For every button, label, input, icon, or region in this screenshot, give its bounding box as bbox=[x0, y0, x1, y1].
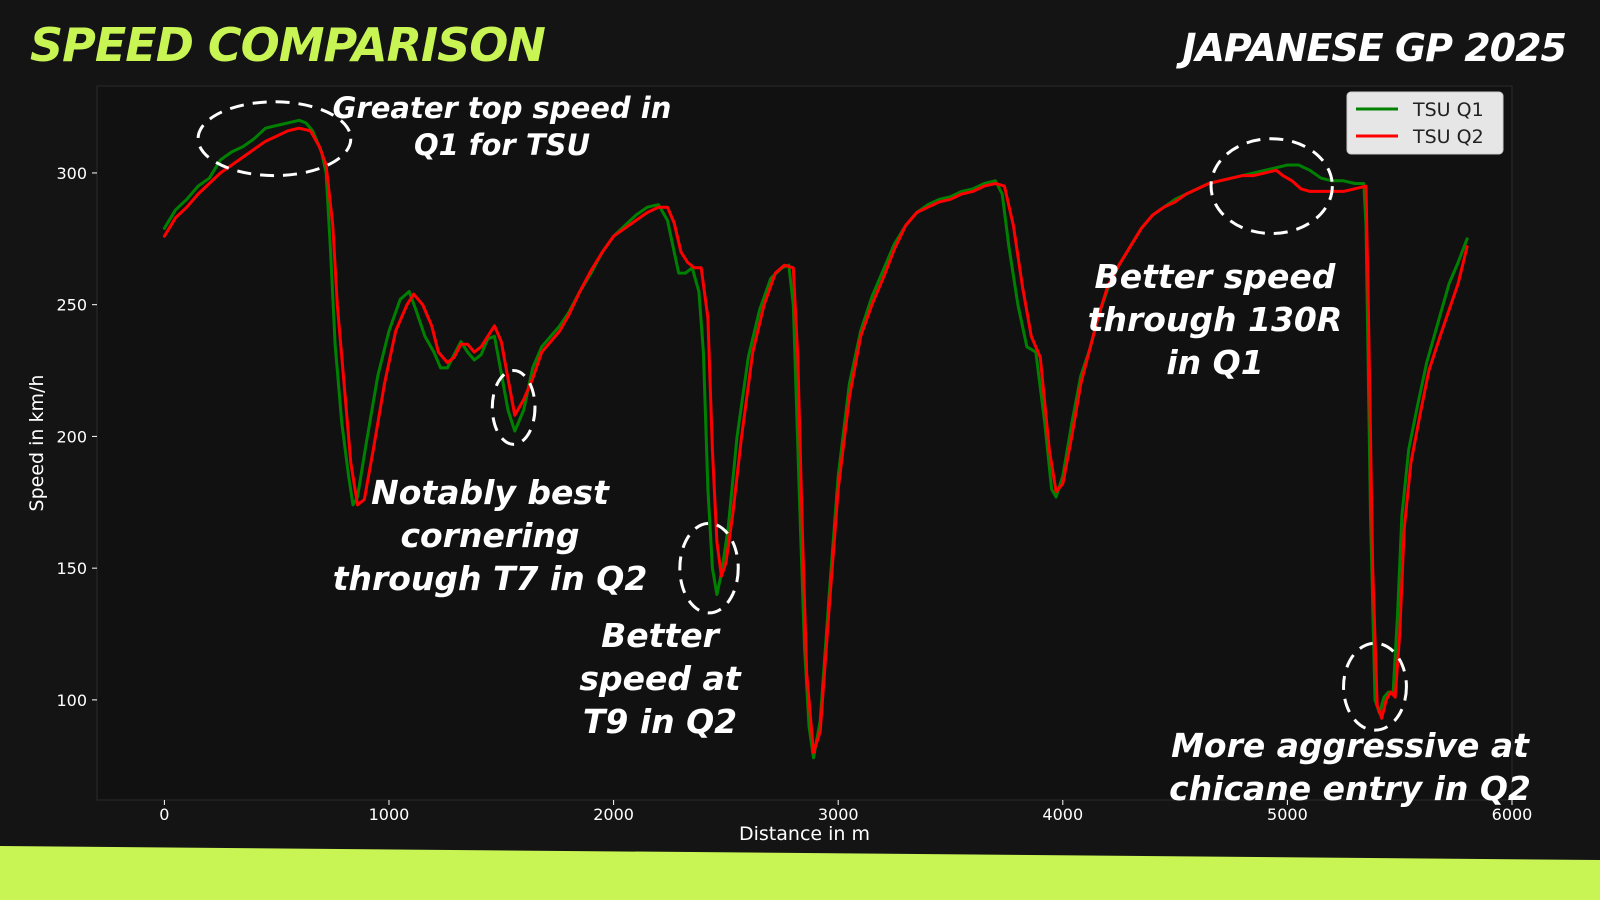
annotation-text: T9 in Q2 bbox=[583, 702, 737, 741]
legend-label: TSU Q1 bbox=[1412, 99, 1484, 121]
annotation-text: in Q1 bbox=[1166, 343, 1263, 382]
highlight-ellipse bbox=[1209, 137, 1334, 236]
y-tick-label: 250 bbox=[56, 296, 87, 315]
y-tick-label: 300 bbox=[56, 164, 87, 183]
y-tick-label: 100 bbox=[56, 691, 87, 710]
annotation-text: Q1 for TSU bbox=[414, 128, 590, 162]
annotation-text: through T7 in Q2 bbox=[333, 559, 648, 598]
x-tick-label: 5000 bbox=[1267, 805, 1308, 824]
x-tick-label: 6000 bbox=[1492, 805, 1533, 824]
series-line-tsu-q2 bbox=[162, 126, 1469, 755]
x-axis-label: Distance in m bbox=[739, 823, 870, 845]
page-title: SPEED COMPARISON bbox=[30, 18, 546, 72]
y-tick-label: 150 bbox=[56, 559, 87, 578]
x-tick-label: 4000 bbox=[1042, 805, 1083, 824]
annotation-text: through 130R bbox=[1088, 300, 1343, 339]
x-tick-label: 1000 bbox=[369, 805, 410, 824]
highlight-ellipse bbox=[1342, 641, 1408, 732]
event-title: JAPANESE GP 2025 bbox=[1182, 26, 1567, 70]
highlight-ellipse bbox=[490, 369, 537, 446]
annotation-text: Notably best bbox=[371, 473, 610, 512]
y-tick-label: 200 bbox=[56, 427, 87, 446]
annotation-text: Greater top speed in bbox=[333, 91, 672, 125]
accent-stripe bbox=[0, 846, 1600, 900]
annotation-text: More aggressive at bbox=[1171, 726, 1530, 765]
annotation-text: cornering bbox=[400, 516, 579, 555]
annotation-text: Better bbox=[601, 616, 720, 655]
x-tick-label: 3000 bbox=[818, 805, 859, 824]
annotation-text: speed at bbox=[579, 659, 741, 698]
y-axis-label: Speed in km/h bbox=[26, 375, 48, 512]
annotation-text: Better speed bbox=[1095, 257, 1336, 296]
highlight-ellipse bbox=[678, 521, 740, 615]
annotation-text: chicane entry in Q2 bbox=[1169, 769, 1531, 808]
highlight-ellipse bbox=[196, 100, 353, 178]
series-line-tsu-q1 bbox=[162, 118, 1469, 760]
plot-area bbox=[96, 85, 1513, 801]
x-tick-label: 0 bbox=[159, 805, 169, 824]
x-tick-label: 2000 bbox=[593, 805, 634, 824]
legend-label: TSU Q2 bbox=[1412, 126, 1484, 148]
